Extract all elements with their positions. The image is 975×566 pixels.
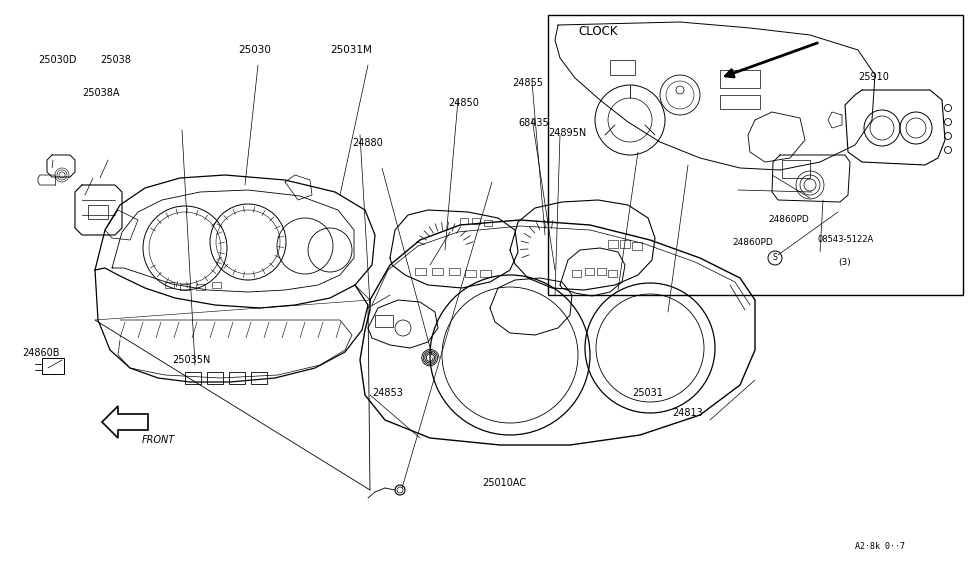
Bar	[480, 270, 491, 277]
Text: 25038: 25038	[100, 55, 131, 65]
Text: 68435: 68435	[518, 118, 549, 128]
Text: 24813: 24813	[672, 408, 703, 418]
Text: 24853: 24853	[372, 388, 403, 398]
Text: S: S	[772, 254, 777, 263]
Bar	[88, 205, 108, 219]
Bar	[415, 268, 426, 275]
Bar	[375, 315, 393, 327]
Bar	[608, 270, 617, 277]
Bar	[251, 372, 267, 384]
Bar	[597, 268, 606, 275]
Bar	[449, 268, 460, 275]
Text: 24860PD: 24860PD	[732, 238, 773, 247]
Bar	[196, 284, 205, 290]
Bar	[572, 270, 581, 277]
Bar	[585, 268, 594, 275]
Bar	[42, 358, 64, 374]
Text: FRONT: FRONT	[142, 435, 176, 445]
Text: 25031: 25031	[632, 388, 663, 398]
Bar	[185, 372, 201, 384]
Bar	[720, 95, 760, 109]
Text: 24850: 24850	[448, 98, 479, 108]
Bar	[180, 284, 189, 290]
Text: 25031M: 25031M	[330, 45, 371, 55]
Text: CLOCK: CLOCK	[578, 25, 617, 38]
Text: (3): (3)	[838, 258, 851, 267]
Bar	[460, 218, 468, 224]
Bar	[165, 282, 174, 288]
Text: 24880: 24880	[352, 138, 383, 148]
Bar	[632, 242, 642, 250]
Bar	[472, 218, 480, 224]
Bar	[620, 240, 630, 248]
Text: 25038A: 25038A	[82, 88, 120, 98]
Bar	[212, 282, 221, 288]
Text: 24860PD: 24860PD	[768, 215, 808, 224]
Bar	[608, 240, 618, 248]
Bar	[548, 15, 963, 295]
Bar	[229, 372, 245, 384]
Text: 24855: 24855	[512, 78, 543, 88]
Text: 24860B: 24860B	[22, 348, 59, 358]
Text: 25030: 25030	[238, 45, 271, 55]
Text: 25030D: 25030D	[38, 55, 76, 65]
Bar	[782, 160, 810, 178]
Bar	[432, 268, 443, 275]
Text: 24895N: 24895N	[548, 128, 586, 138]
Bar	[484, 220, 492, 226]
Bar	[720, 70, 760, 88]
Text: A2·8k 0··7: A2·8k 0··7	[855, 542, 905, 551]
Text: 25035N: 25035N	[172, 355, 211, 365]
Bar	[207, 372, 223, 384]
Text: 25910: 25910	[858, 72, 889, 82]
Bar	[610, 60, 635, 75]
Bar	[465, 270, 476, 277]
Text: 08543-5122A: 08543-5122A	[818, 235, 875, 244]
Text: 25010AC: 25010AC	[482, 478, 526, 488]
